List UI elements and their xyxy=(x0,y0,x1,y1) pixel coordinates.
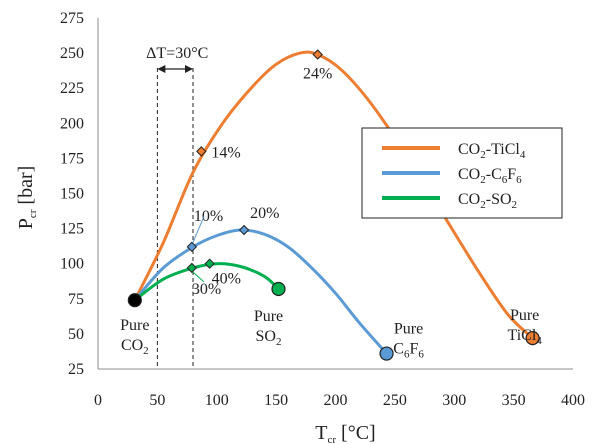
y-tick-label: 275 xyxy=(60,10,84,27)
delta-t-arrowhead-left xyxy=(157,65,166,73)
legend-entry-label: CO2-TiCl4 xyxy=(458,141,526,161)
composition-label: 30% xyxy=(192,281,221,298)
composition-marker xyxy=(196,146,207,157)
y-tick-label: 225 xyxy=(60,80,84,97)
legend-entry-label: CO2-SO2 xyxy=(458,191,517,211)
y-tick-label: 250 xyxy=(60,45,84,62)
pure-point-marker xyxy=(525,331,540,346)
pure-point-marker xyxy=(271,281,286,297)
x-tick-label: 100 xyxy=(205,392,229,409)
y-axis-title: Pcr [bar] xyxy=(15,166,39,230)
legend-entry-label: CO2-C6F6 xyxy=(458,166,522,186)
composition-label: 14% xyxy=(211,144,240,161)
y-tick-label: 50 xyxy=(68,326,84,343)
y-tick-label: 75 xyxy=(68,291,84,308)
x-tick-label: 400 xyxy=(561,392,585,409)
delta-t-label: ΔT=30°C xyxy=(146,45,208,62)
pure-label-line1: Pure xyxy=(120,317,149,334)
y-tick-label: 125 xyxy=(60,221,84,238)
composition-label: 40% xyxy=(212,271,241,288)
pure-label-line2: TiCl4 xyxy=(507,327,542,347)
composition-label: 20% xyxy=(250,205,279,222)
x-tick-label: 250 xyxy=(383,392,407,409)
x-tick-label: 350 xyxy=(502,392,526,409)
y-tick-label: 25 xyxy=(68,361,84,378)
y-tick-label: 100 xyxy=(60,256,84,273)
series-line-2 xyxy=(133,262,280,302)
composition-marker xyxy=(186,241,198,253)
pure-label-line2: C6F6 xyxy=(393,341,424,361)
pure-label-line2: SO2 xyxy=(256,328,282,348)
y-tick-label: 175 xyxy=(60,150,84,167)
pure-label-line1: Pure xyxy=(510,307,539,324)
x-tick-label: 200 xyxy=(324,392,348,409)
y-tick-label: 200 xyxy=(60,115,84,132)
composition-label: 10% xyxy=(194,208,223,225)
leader-line-30 xyxy=(192,271,205,283)
pure-point-marker xyxy=(379,346,394,361)
leader-line-10 xyxy=(192,216,205,244)
x-tick-label: 150 xyxy=(264,392,288,409)
x-tick-label: 50 xyxy=(149,392,165,409)
composition-marker xyxy=(186,262,198,274)
pure-point-marker xyxy=(127,293,142,308)
composition-marker xyxy=(238,224,250,236)
pure-label-line1: Pure xyxy=(394,321,423,338)
delta-t-arrowhead-right xyxy=(185,65,193,73)
series-line-1 xyxy=(133,228,388,355)
x-tick-label: 300 xyxy=(442,392,466,409)
x-axis-title: Tcr [°C] xyxy=(315,422,375,444)
composition-marker xyxy=(312,49,323,60)
pure-label-line1: Pure xyxy=(254,308,283,325)
pure-label-line2: CO2 xyxy=(121,337,149,357)
composition-marker xyxy=(204,258,215,269)
x-tick-label: 0 xyxy=(94,392,102,409)
y-tick-label: 150 xyxy=(60,186,84,203)
composition-label: 24% xyxy=(303,66,332,83)
